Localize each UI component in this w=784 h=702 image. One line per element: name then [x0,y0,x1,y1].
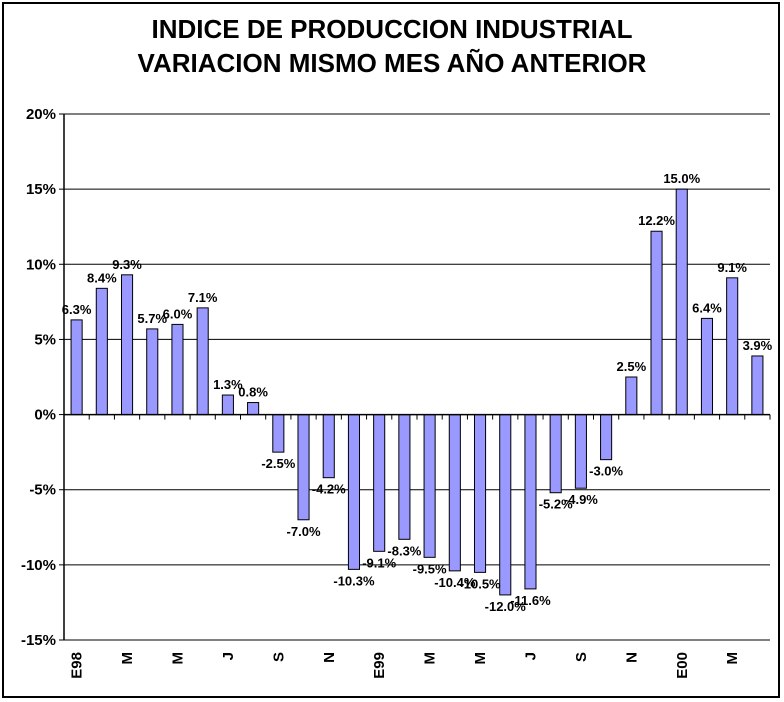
data-label: 12.2% [638,213,675,228]
x-tick-label: N [623,652,640,663]
data-label: -10.4% [434,575,476,590]
bar [751,355,764,416]
data-label: 1.3% [213,377,243,392]
data-label: 6.0% [163,306,193,321]
bar [95,287,108,416]
data-label: -10.3% [333,573,375,588]
bar [625,376,638,416]
y-tick-label: 20% [26,106,56,123]
x-tick-label: M [422,652,439,665]
data-label: -12.0% [485,599,527,614]
x-tick-label: M [169,652,186,665]
data-label: -5.2% [539,497,573,512]
bar [726,277,739,416]
data-label: -8.3% [387,543,421,558]
x-tick-label: J [522,652,539,660]
bar [398,414,411,540]
x-tick-label: M [119,652,136,665]
bar [600,414,613,461]
bar [196,307,209,416]
x-tick-label: E99 [371,652,388,679]
bar [448,414,461,572]
bar [473,414,487,573]
data-labels: 6.3% 8.4%9.3% 5.7%6.0%7.1% 1.3%0.8% -2.5% -7.… [62,171,773,614]
x-axis-ticks: E98 M M J S N E99 M M J S N E00 M [63,414,771,679]
data-label: 6.4% [692,300,722,315]
chart-title-line1: INDICE DE PRODUCCION INDUSTRIAL [151,14,633,44]
x-tick-label: S [270,652,287,662]
chart-title-line2: VARIACION MISMO MES AÑO ANTERIOR [137,48,647,78]
data-label: -2.5% [261,456,295,471]
y-tick-label: 10% [26,256,56,273]
data-label: 5.7% [137,311,167,326]
bar [297,414,310,521]
bar [347,414,361,570]
data-label: -4.2% [312,482,346,497]
bar [120,274,134,416]
x-tick-label: M [472,652,489,665]
x-tick-label: M [724,652,741,665]
y-tick-label: 5% [34,331,56,348]
data-label: -9.5% [413,561,447,576]
x-tick-label: E98 [69,652,86,679]
data-label: 2.5% [617,359,647,374]
bar [221,394,234,416]
y-tick-label: -10% [21,557,56,574]
bar [700,317,714,416]
chart-title: INDICE DE PRODUCCION INDUSTRIAL VARIACIO… [0,12,784,80]
bar [650,230,663,416]
data-label: 8.4% [87,270,117,285]
bar [373,414,386,552]
x-tick-label: E00 [674,652,691,679]
data-label: 7.1% [188,290,218,305]
bar [272,414,285,453]
bar [146,328,159,416]
bar [171,323,184,416]
data-label: -3.0% [589,464,623,479]
y-tick-label: 0% [34,407,56,424]
bar [524,414,537,590]
y-tick-label: -5% [29,482,56,499]
x-tick-label: J [220,652,237,660]
bar [549,414,562,494]
y-tick-label: 15% [26,181,56,198]
bar [322,414,335,479]
data-label: 15.0% [663,171,700,186]
data-label: -10.5% [459,576,501,591]
bar [499,414,512,596]
data-label: 0.8% [238,385,268,400]
bar [574,414,587,489]
x-tick-label: N [321,652,338,663]
data-label: -11.6% [510,593,551,608]
y-axis-ticks: 20% 15% 10% 5% 0% -5% -10% -15% [21,106,64,649]
data-label: -9.1% [362,555,396,570]
x-tick-label: S [573,652,590,662]
data-label: 9.3% [112,257,142,272]
data-label: 6.3% [62,302,92,317]
bar [423,414,436,558]
data-label: 3.9% [743,338,773,353]
bar [675,188,688,416]
data-label: -4.9% [564,492,598,507]
bar [70,319,83,416]
bar [247,402,260,416]
y-tick-label: -15% [21,632,56,649]
data-label: 9.1% [717,260,747,275]
data-label: -7.0% [287,524,321,539]
bars [70,188,764,596]
